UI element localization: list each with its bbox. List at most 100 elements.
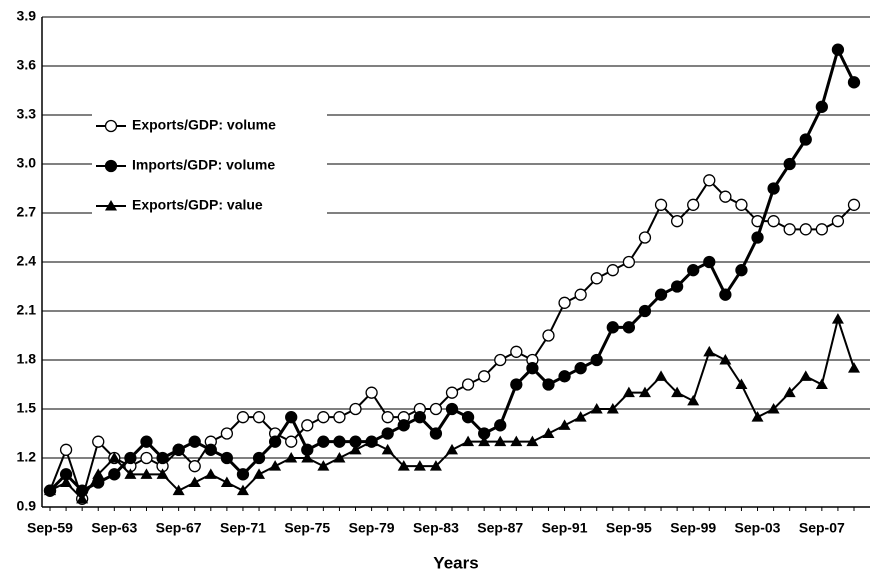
data-point <box>703 255 716 269</box>
data-point <box>590 353 603 367</box>
data-point <box>429 460 442 471</box>
data-point <box>494 435 507 447</box>
data-point <box>140 435 153 448</box>
data-point <box>108 452 121 463</box>
data-point <box>670 215 684 228</box>
data-point <box>301 452 314 463</box>
data-point <box>204 468 217 479</box>
data-point <box>349 443 362 455</box>
data-point <box>510 435 523 447</box>
data-point <box>301 419 314 432</box>
data-point <box>831 313 844 324</box>
data-point <box>719 190 732 203</box>
x-tick-label: Sep-07 <box>799 520 845 536</box>
data-point <box>510 378 523 391</box>
data-point <box>751 231 764 244</box>
data-point <box>317 460 330 471</box>
data-point <box>815 100 828 113</box>
data-point <box>751 411 764 422</box>
data-point <box>429 402 443 416</box>
data-point <box>285 452 298 463</box>
data-point <box>413 460 426 471</box>
data-point <box>558 370 571 383</box>
legend-marker <box>104 159 118 173</box>
data-point <box>542 378 555 391</box>
data-point <box>767 215 780 228</box>
y-tick-label: 2.1 <box>17 302 37 318</box>
data-point <box>220 476 233 487</box>
data-point <box>124 468 137 479</box>
data-point <box>783 386 796 398</box>
data-point <box>799 223 812 236</box>
data-point <box>333 411 346 424</box>
y-tick-label: 2.7 <box>17 204 37 220</box>
data-point <box>847 198 861 211</box>
data-point <box>462 435 475 447</box>
data-point <box>815 378 828 389</box>
data-point <box>735 198 748 211</box>
data-point <box>236 484 249 496</box>
legend-label: Imports/GDP: volume <box>132 157 275 173</box>
data-point <box>285 411 298 424</box>
data-point <box>526 362 539 375</box>
data-point <box>606 264 619 277</box>
data-point <box>204 443 217 456</box>
data-point <box>445 402 459 416</box>
data-point <box>638 231 652 244</box>
data-point <box>510 345 523 358</box>
data-point <box>446 443 458 455</box>
data-point <box>333 435 346 448</box>
data-point <box>333 452 346 463</box>
y-tick-label: 3.9 <box>17 8 37 24</box>
y-tick-label: 1.8 <box>17 351 37 367</box>
x-tick-label: Sep-99 <box>670 520 716 536</box>
data-point <box>574 411 587 422</box>
data-point <box>574 362 587 375</box>
y-tick-label: 1.5 <box>17 400 37 416</box>
data-point <box>590 403 603 414</box>
legend-box <box>92 108 327 223</box>
x-tick-label: Sep-95 <box>606 520 652 536</box>
data-point <box>526 435 539 447</box>
data-point <box>654 198 668 211</box>
x-tick-label: Sep-83 <box>413 520 459 536</box>
data-point <box>285 435 298 448</box>
data-point <box>236 468 250 481</box>
data-point <box>558 419 571 430</box>
data-point <box>108 468 121 481</box>
data-point <box>92 468 105 479</box>
legend-marker <box>104 119 118 133</box>
y-tick-label: 3.6 <box>17 57 37 73</box>
data-point <box>574 288 587 301</box>
data-point <box>317 411 330 424</box>
data-point <box>397 460 410 471</box>
x-tick-label: Sep-79 <box>349 520 395 536</box>
data-point <box>815 223 828 236</box>
data-point <box>670 280 684 293</box>
legend: Exports/GDP: volume Imports/GDP: volume Ex… <box>92 108 327 223</box>
y-tick-label: 3.0 <box>17 155 37 171</box>
data-point <box>478 370 491 383</box>
data-point <box>703 174 716 187</box>
data-point <box>252 411 266 424</box>
data-point <box>638 386 651 398</box>
data-point <box>606 403 619 414</box>
data-point <box>703 345 716 357</box>
data-point <box>735 264 748 277</box>
data-point <box>188 476 201 487</box>
data-point <box>317 435 330 448</box>
x-tick-label: Sep-03 <box>735 520 781 536</box>
data-point <box>268 435 282 448</box>
data-point <box>172 443 185 456</box>
data-point <box>671 386 684 398</box>
data-point <box>767 403 780 414</box>
data-point <box>365 386 378 399</box>
data-point <box>687 394 700 406</box>
data-point <box>719 288 732 301</box>
data-point <box>140 468 153 479</box>
data-point <box>558 296 571 309</box>
data-point <box>687 198 700 211</box>
data-point <box>188 435 201 448</box>
data-point <box>365 435 378 447</box>
